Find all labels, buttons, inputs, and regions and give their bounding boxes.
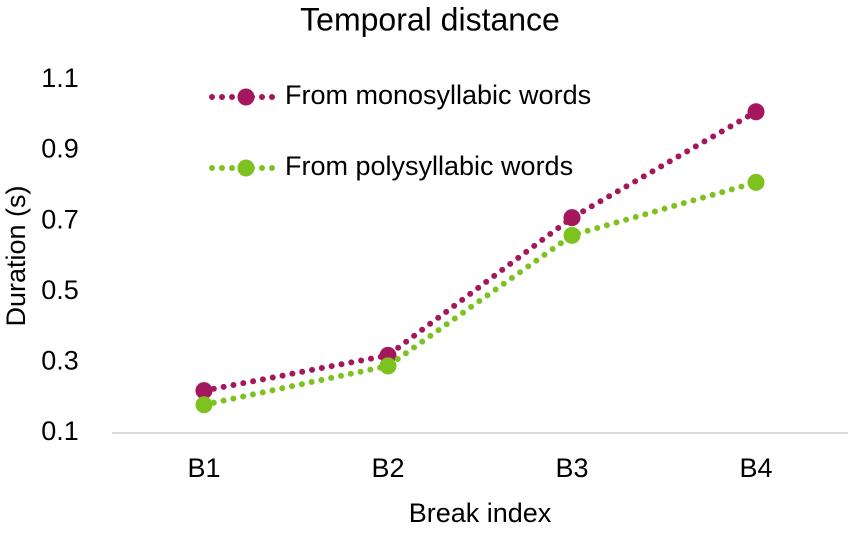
data-point <box>563 226 581 244</box>
y-axis-title: Duration (s) <box>1 185 31 326</box>
y-tick-label: 0.9 <box>41 134 79 164</box>
data-point <box>195 382 213 400</box>
x-tick-label: B1 <box>187 453 220 483</box>
data-point <box>379 357 397 375</box>
legend-label: From monosyllabic words <box>285 80 591 110</box>
y-tick-label: 1.1 <box>41 63 79 93</box>
x-axis-title: Break index <box>409 498 552 528</box>
legend-marker <box>237 159 255 177</box>
chart-title: Temporal distance <box>300 1 560 37</box>
series-line <box>201 179 759 408</box>
legend-marker <box>237 88 255 106</box>
data-point <box>747 103 765 121</box>
y-tick-label: 0.7 <box>41 204 79 234</box>
x-tick-label: B2 <box>371 453 404 483</box>
y-tick-label: 0.3 <box>41 346 79 376</box>
x-tick-label: B4 <box>739 453 772 483</box>
x-tick-label: B3 <box>555 453 588 483</box>
legend-label: From polysyllabic words <box>285 151 573 181</box>
y-tick-label: 0.5 <box>41 275 79 305</box>
data-point <box>563 209 581 227</box>
series-line <box>201 108 759 394</box>
data-point <box>747 173 765 191</box>
data-point <box>195 396 213 414</box>
y-tick-label: 0.1 <box>41 416 79 446</box>
